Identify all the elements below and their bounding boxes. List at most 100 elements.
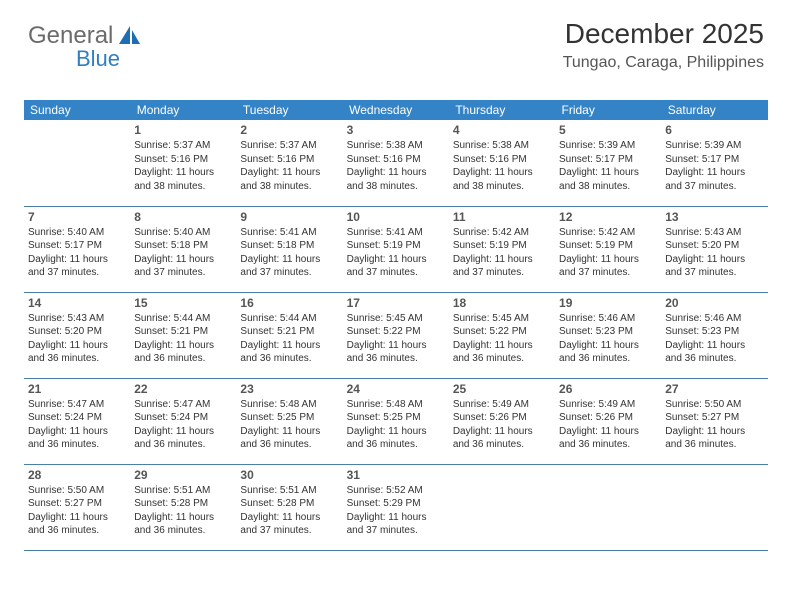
calendar-day-cell: 1Sunrise: 5:37 AMSunset: 5:16 PMDaylight… [130,120,236,206]
weekday-header: Thursday [449,100,555,120]
day-number: 7 [28,209,126,225]
calendar-day-cell [661,464,767,550]
sunset-line: Sunset: 5:24 PM [134,411,232,425]
sunset-line: Sunset: 5:29 PM [347,497,445,511]
weekday-header: Tuesday [236,100,342,120]
day-number: 1 [134,122,232,138]
calendar-day-cell [449,464,555,550]
calendar-day-cell: 5Sunrise: 5:39 AMSunset: 5:17 PMDaylight… [555,120,661,206]
calendar-day-cell: 26Sunrise: 5:49 AMSunset: 5:26 PMDayligh… [555,378,661,464]
sunset-line: Sunset: 5:16 PM [347,153,445,167]
calendar-day-cell: 3Sunrise: 5:38 AMSunset: 5:16 PMDaylight… [343,120,449,206]
daylight-line: Daylight: 11 hours and 36 minutes. [347,339,445,366]
calendar-day-cell: 29Sunrise: 5:51 AMSunset: 5:28 PMDayligh… [130,464,236,550]
daylight-line: Daylight: 11 hours and 37 minutes. [347,511,445,538]
day-number: 24 [347,381,445,397]
day-number: 6 [665,122,763,138]
daylight-line: Daylight: 11 hours and 36 minutes. [453,339,551,366]
calendar-day-cell: 12Sunrise: 5:42 AMSunset: 5:19 PMDayligh… [555,206,661,292]
weekday-header: Friday [555,100,661,120]
daylight-line: Daylight: 11 hours and 37 minutes. [240,511,338,538]
sunrise-line: Sunrise: 5:42 AM [453,226,551,240]
weekday-header-row: SundayMondayTuesdayWednesdayThursdayFrid… [24,100,768,120]
daylight-line: Daylight: 11 hours and 36 minutes. [665,425,763,452]
sunrise-line: Sunrise: 5:43 AM [28,312,126,326]
sunset-line: Sunset: 5:19 PM [347,239,445,253]
day-number: 17 [347,295,445,311]
sunrise-line: Sunrise: 5:38 AM [453,139,551,153]
daylight-line: Daylight: 11 hours and 36 minutes. [453,425,551,452]
day-number: 26 [559,381,657,397]
calendar-body: 1Sunrise: 5:37 AMSunset: 5:16 PMDaylight… [24,120,768,550]
sunset-line: Sunset: 5:17 PM [559,153,657,167]
sunrise-line: Sunrise: 5:48 AM [347,398,445,412]
daylight-line: Daylight: 11 hours and 38 minutes. [240,166,338,193]
day-number: 12 [559,209,657,225]
daylight-line: Daylight: 11 hours and 36 minutes. [240,339,338,366]
daylight-line: Daylight: 11 hours and 38 minutes. [347,166,445,193]
weekday-header: Sunday [24,100,130,120]
sunset-line: Sunset: 5:28 PM [134,497,232,511]
day-number: 14 [28,295,126,311]
sunrise-line: Sunrise: 5:40 AM [134,226,232,240]
weekday-header: Wednesday [343,100,449,120]
day-number: 9 [240,209,338,225]
brand-logo: General Blue [28,22,141,50]
sunset-line: Sunset: 5:18 PM [134,239,232,253]
calendar-week-row: 21Sunrise: 5:47 AMSunset: 5:24 PMDayligh… [24,378,768,464]
sunset-line: Sunset: 5:20 PM [665,239,763,253]
calendar-day-cell: 19Sunrise: 5:46 AMSunset: 5:23 PMDayligh… [555,292,661,378]
sail-icon [117,24,141,46]
daylight-line: Daylight: 11 hours and 36 minutes. [665,339,763,366]
daylight-line: Daylight: 11 hours and 38 minutes. [134,166,232,193]
title-block: December 2025 Tungao, Caraga, Philippine… [563,18,764,72]
calendar-day-cell: 24Sunrise: 5:48 AMSunset: 5:25 PMDayligh… [343,378,449,464]
calendar-day-cell: 6Sunrise: 5:39 AMSunset: 5:17 PMDaylight… [661,120,767,206]
daylight-line: Daylight: 11 hours and 37 minutes. [559,253,657,280]
sunset-line: Sunset: 5:17 PM [665,153,763,167]
day-number: 30 [240,467,338,483]
sunrise-line: Sunrise: 5:45 AM [453,312,551,326]
daylight-line: Daylight: 11 hours and 37 minutes. [665,166,763,193]
day-number: 13 [665,209,763,225]
sunrise-line: Sunrise: 5:39 AM [665,139,763,153]
location-subtitle: Tungao, Caraga, Philippines [563,54,764,72]
sunrise-line: Sunrise: 5:46 AM [665,312,763,326]
sunrise-line: Sunrise: 5:44 AM [240,312,338,326]
calendar-day-cell: 30Sunrise: 5:51 AMSunset: 5:28 PMDayligh… [236,464,342,550]
calendar-day-cell: 25Sunrise: 5:49 AMSunset: 5:26 PMDayligh… [449,378,555,464]
daylight-line: Daylight: 11 hours and 36 minutes. [134,511,232,538]
day-number: 22 [134,381,232,397]
calendar-day-cell: 4Sunrise: 5:38 AMSunset: 5:16 PMDaylight… [449,120,555,206]
sunrise-line: Sunrise: 5:40 AM [28,226,126,240]
calendar-day-cell: 14Sunrise: 5:43 AMSunset: 5:20 PMDayligh… [24,292,130,378]
sunset-line: Sunset: 5:21 PM [240,325,338,339]
day-number: 29 [134,467,232,483]
sunset-line: Sunset: 5:24 PM [28,411,126,425]
sunrise-line: Sunrise: 5:52 AM [347,484,445,498]
day-number: 28 [28,467,126,483]
calendar-day-cell: 9Sunrise: 5:41 AMSunset: 5:18 PMDaylight… [236,206,342,292]
sunrise-line: Sunrise: 5:50 AM [665,398,763,412]
daylight-line: Daylight: 11 hours and 37 minutes. [134,253,232,280]
calendar-day-cell: 28Sunrise: 5:50 AMSunset: 5:27 PMDayligh… [24,464,130,550]
sunrise-line: Sunrise: 5:47 AM [134,398,232,412]
calendar-day-cell: 7Sunrise: 5:40 AMSunset: 5:17 PMDaylight… [24,206,130,292]
sunrise-line: Sunrise: 5:49 AM [559,398,657,412]
sunset-line: Sunset: 5:26 PM [453,411,551,425]
calendar-day-cell [555,464,661,550]
logo-text-blue: Blue [76,46,120,72]
sunset-line: Sunset: 5:16 PM [240,153,338,167]
day-number: 5 [559,122,657,138]
calendar-day-cell: 22Sunrise: 5:47 AMSunset: 5:24 PMDayligh… [130,378,236,464]
sunset-line: Sunset: 5:19 PM [453,239,551,253]
sunset-line: Sunset: 5:28 PM [240,497,338,511]
calendar-week-row: 14Sunrise: 5:43 AMSunset: 5:20 PMDayligh… [24,292,768,378]
day-number: 11 [453,209,551,225]
sunset-line: Sunset: 5:27 PM [665,411,763,425]
sunrise-line: Sunrise: 5:44 AM [134,312,232,326]
daylight-line: Daylight: 11 hours and 37 minutes. [347,253,445,280]
calendar-day-cell: 15Sunrise: 5:44 AMSunset: 5:21 PMDayligh… [130,292,236,378]
calendar-day-cell: 21Sunrise: 5:47 AMSunset: 5:24 PMDayligh… [24,378,130,464]
calendar-table: SundayMondayTuesdayWednesdayThursdayFrid… [24,100,768,551]
